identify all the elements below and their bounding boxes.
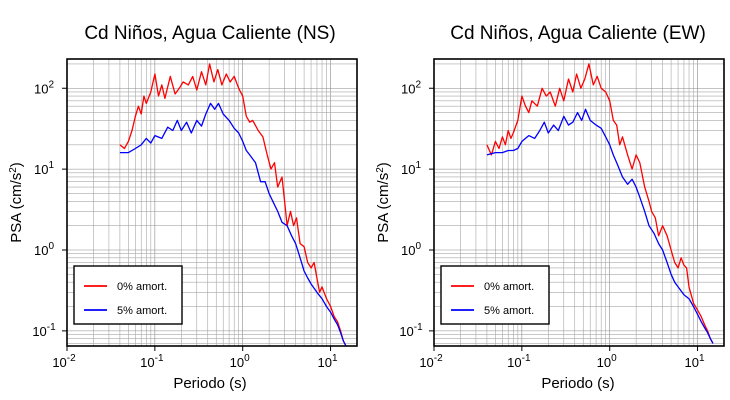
x-tick-label: 100 [597, 353, 617, 370]
x-tick-label: 100 [230, 353, 250, 370]
legend-label: 5% amort. [117, 305, 167, 317]
chart-title: Cd Niños, Agua Caliente (EW) [450, 23, 706, 44]
y-axis-label: PSA (cm/s2) [8, 162, 25, 243]
legend: 0% amort. 5% amort. [440, 265, 550, 325]
legend: 0% amort. 5% amort. [73, 265, 183, 325]
grid [66, 59, 358, 346]
legend-box [440, 265, 550, 325]
series-line-red [119, 63, 347, 347]
series-line-red [486, 63, 714, 344]
legend-label: 0% amort. [484, 281, 534, 293]
legend-label: 5% amort. [484, 305, 534, 317]
series-line-blue [119, 102, 347, 347]
plot-frame [66, 58, 358, 347]
x-tick-label: 101 [685, 353, 705, 370]
x-tick-label: 10-1 [140, 353, 164, 370]
ew-chart-panel: 10-2 10-1 100 101 10-1 100 101 102 Cd Niños, Agu… [375, 23, 725, 392]
legend-label: 0% amort. [117, 281, 167, 293]
y-tick-label: 102 [401, 79, 421, 96]
y-tick-label: 101 [34, 160, 54, 177]
ns-chart-panel: 10-2 10-1 100 101 10-1 100 101 102 Cd Niños, Agu… [8, 23, 358, 392]
x-axis-label: Periodo (s) [541, 375, 614, 392]
y-tick-label: 100 [34, 241, 54, 258]
x-axis-label: Periodo (s) [173, 375, 246, 392]
x-tick-label: 10-2 [419, 353, 443, 370]
x-tick-label: 10-2 [52, 353, 76, 370]
y-axis-label: PSA (cm/s2) [375, 162, 392, 243]
plot-frame [433, 58, 725, 347]
series-line-blue [486, 108, 714, 344]
chart-title: Cd Niños, Agua Caliente (NS) [84, 23, 335, 44]
legend-box [73, 265, 183, 325]
y-tick-label: 10-1 [399, 322, 423, 339]
y-tick-label: 101 [401, 160, 421, 177]
y-tick-label: 102 [34, 79, 54, 96]
y-tick-label: 10-1 [32, 322, 56, 339]
x-tick-label: 10-1 [507, 353, 531, 370]
y-tick-label: 100 [401, 241, 421, 258]
x-tick-label: 101 [318, 353, 338, 370]
